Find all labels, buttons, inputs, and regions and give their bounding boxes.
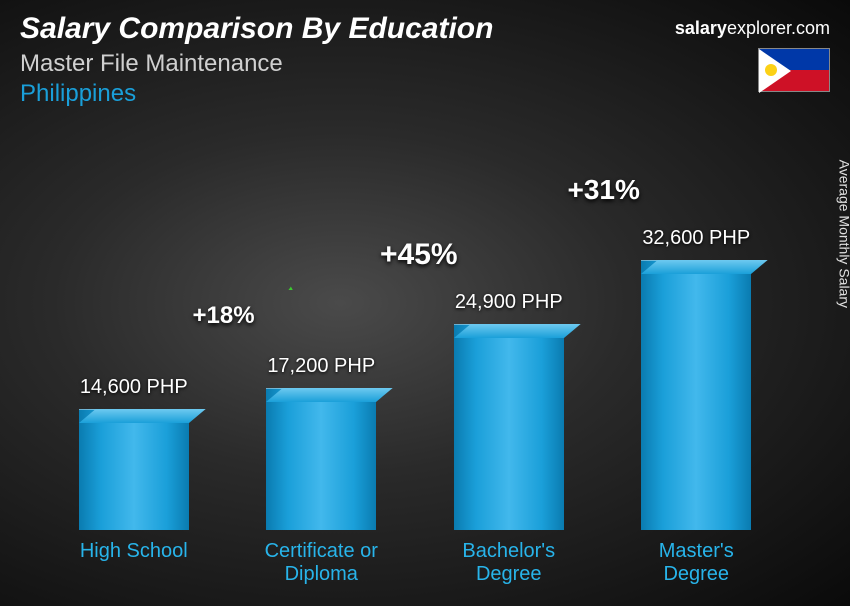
bar-group: 32,600 PHP bbox=[611, 227, 781, 530]
bar bbox=[641, 260, 751, 530]
bar-value: 32,600 PHP bbox=[642, 227, 750, 250]
bar bbox=[79, 409, 189, 530]
bar-value: 24,900 PHP bbox=[455, 291, 563, 314]
increase-percent: +31% bbox=[568, 174, 640, 206]
brand-logo: salaryexplorer.com bbox=[675, 18, 830, 39]
increase-percent: +18% bbox=[193, 302, 255, 330]
bar-value: 14,600 PHP bbox=[80, 376, 188, 399]
bar-label: Master'sDegree bbox=[611, 540, 781, 586]
increase-percent: +45% bbox=[380, 238, 458, 272]
bar-group: 24,900 PHP bbox=[424, 291, 594, 530]
flag-icon bbox=[758, 48, 830, 92]
y-axis-label: Average Monthly Salary bbox=[836, 160, 850, 308]
bar-group: 17,200 PHP bbox=[236, 355, 406, 530]
bar-label: Certificate orDiploma bbox=[236, 540, 406, 586]
bars-container: 14,600 PHP 17,200 PHP 24,900 PHP 32,600 PHP bbox=[40, 140, 790, 530]
brand-rest: explorer.com bbox=[727, 18, 830, 38]
bar bbox=[454, 324, 564, 530]
chart-subtitle: Master File Maintenance bbox=[20, 50, 830, 78]
bar-chart: 14,600 PHP 17,200 PHP 24,900 PHP 32,600 PHP… bbox=[40, 140, 790, 586]
bar bbox=[266, 388, 376, 530]
bar-label: High School bbox=[49, 540, 219, 586]
bar-label: Bachelor'sDegree bbox=[424, 540, 594, 586]
chart-country: Philippines bbox=[20, 80, 830, 108]
bar-group: 14,600 PHP bbox=[49, 376, 219, 530]
brand-bold: salary bbox=[675, 18, 727, 38]
labels-container: High School Certificate orDiploma Bachelor… bbox=[40, 540, 790, 586]
bar-value: 17,200 PHP bbox=[267, 355, 375, 378]
